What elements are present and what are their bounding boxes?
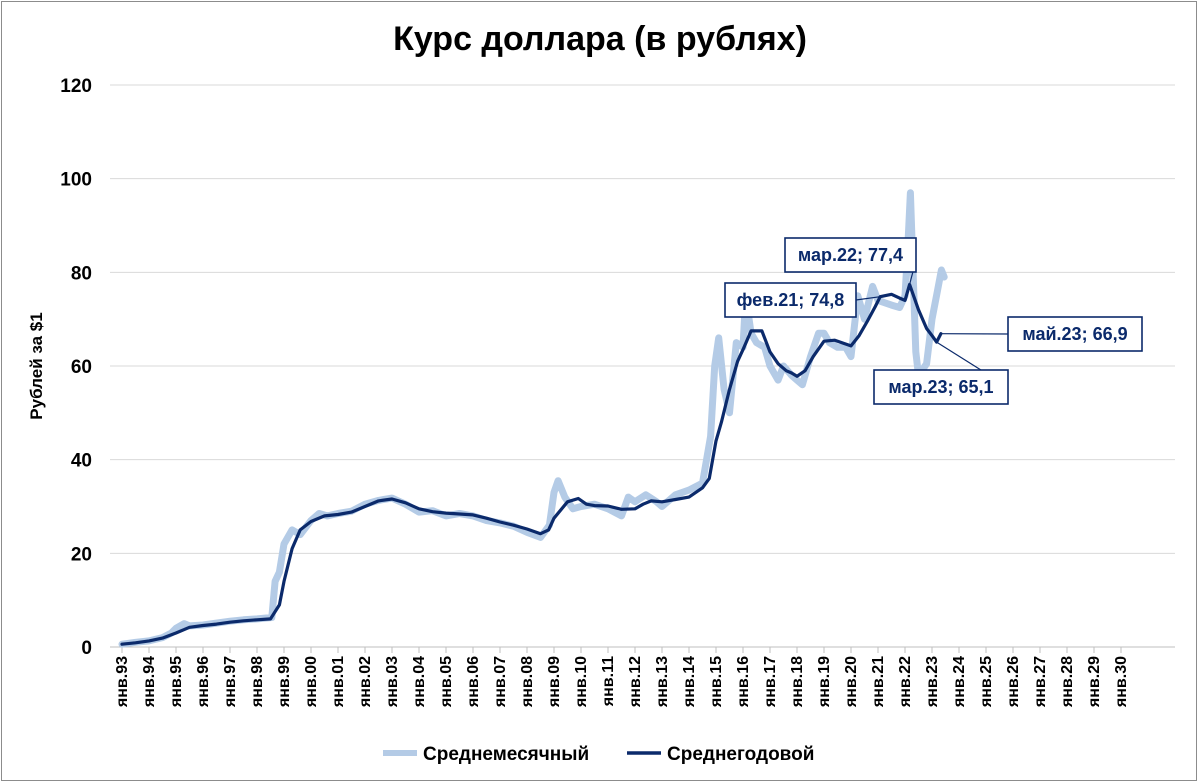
x-tick-label-32: янв.25 bbox=[978, 656, 995, 708]
x-tick-label-36: янв.29 bbox=[1086, 656, 1103, 708]
y-axis-label: Рублей за $1 bbox=[27, 312, 46, 419]
x-tick-label-15: янв.08 bbox=[519, 656, 536, 708]
x-tick-label-3: янв.96 bbox=[195, 656, 212, 708]
series-line-yearly bbox=[120, 282, 943, 646]
y-tick-label-100: 100 bbox=[60, 170, 92, 191]
chart-title: Курс доллара (в рублях) bbox=[393, 20, 807, 58]
x-tick-label-23: янв.16 bbox=[735, 656, 752, 708]
y-tick-label-60: 60 bbox=[71, 357, 92, 378]
x-tick-label-1: янв.94 bbox=[141, 656, 158, 708]
x-tick-label-24: янв.17 bbox=[762, 656, 779, 708]
x-tick-label-22: янв.15 bbox=[708, 656, 725, 708]
annotation-label-1: фев.21; 74,8 bbox=[737, 290, 845, 310]
y-tick-label-40: 40 bbox=[71, 451, 92, 472]
x-tick-label-37: янв.30 bbox=[1113, 656, 1130, 708]
x-tick-label-6: янв.99 bbox=[276, 656, 293, 708]
x-tick-label-18: янв.11 bbox=[600, 656, 617, 707]
annotation-label-0: мар.22; 77,4 bbox=[798, 245, 903, 265]
x-tick-label-12: янв.05 bbox=[438, 656, 455, 708]
y-tick-label-20: 20 bbox=[71, 544, 92, 565]
y-tick-label-0: 0 bbox=[81, 638, 92, 659]
x-tick-label-0: янв.93 bbox=[114, 656, 131, 708]
y-axis-ticks: 0 20 40 60 80 100 120 bbox=[60, 76, 92, 659]
x-tick-label-21: янв.14 bbox=[681, 656, 698, 708]
x-tick-label-27: янв.20 bbox=[843, 656, 860, 708]
x-tick-label-33: янв.26 bbox=[1005, 656, 1022, 708]
x-tick-label-25: янв.18 bbox=[789, 656, 806, 708]
y-tick-label-80: 80 bbox=[71, 263, 92, 284]
y-tick-label-120: 120 bbox=[60, 76, 92, 97]
legend-label-1: Среднегодовой bbox=[667, 744, 814, 765]
annotation-box-1 bbox=[724, 282, 857, 318]
x-tick-label-9: янв.02 bbox=[357, 656, 374, 708]
x-tick-label-4: янв.97 bbox=[222, 656, 239, 708]
x-tick-label-16: янв.09 bbox=[546, 656, 563, 708]
annotation-box-0 bbox=[784, 237, 917, 273]
x-tick-label-10: янв.03 bbox=[384, 656, 401, 708]
x-tick-label-8: янв.01 bbox=[330, 656, 347, 708]
legend: Среднемесячный Среднегодовой bbox=[383, 744, 814, 765]
annotations: мар.22; 77,4 фев.21; 74,8 май.23; 66,9 мар.… bbox=[724, 237, 1143, 405]
x-tick-label-14: янв.07 bbox=[492, 656, 509, 708]
x-tick-label-34: янв.27 bbox=[1032, 656, 1049, 708]
x-tick-label-2: янв.95 bbox=[168, 656, 185, 708]
annotation-label-3: мар.23; 65,1 bbox=[888, 377, 993, 397]
x-tick-label-19: янв.12 bbox=[627, 656, 644, 708]
x-axis-ticks: янв.93 янв.94 янв.95 янв.96 янв.97 янв.98 янв.… bbox=[114, 647, 1130, 708]
legend-label-0: Среднемесячный bbox=[423, 744, 589, 765]
annotation-label-2: май.23; 66,9 bbox=[1022, 324, 1127, 344]
annotation-leader-1 bbox=[855, 296, 881, 301]
x-tick-label-28: янв.21 bbox=[870, 656, 887, 708]
x-tick-label-31: янв.24 bbox=[951, 656, 968, 708]
x-tick-label-35: янв.28 bbox=[1059, 656, 1076, 708]
x-tick-label-5: янв.98 bbox=[249, 656, 266, 708]
x-tick-label-17: янв.10 bbox=[573, 656, 590, 708]
x-tick-label-11: янв.04 bbox=[411, 656, 428, 708]
grid-lines bbox=[110, 84, 1175, 648]
x-tick-label-20: янв.13 bbox=[654, 656, 671, 708]
x-tick-label-29: янв.22 bbox=[897, 656, 914, 708]
annotation-box-2 bbox=[1007, 316, 1143, 352]
x-tick-label-26: янв.19 bbox=[816, 656, 833, 708]
x-tick-label-30: янв.23 bbox=[924, 656, 941, 708]
x-tick-label-7: янв.00 bbox=[303, 656, 320, 708]
x-tick-label-13: янв.06 bbox=[465, 656, 482, 708]
annotation-box-3 bbox=[873, 369, 1009, 405]
